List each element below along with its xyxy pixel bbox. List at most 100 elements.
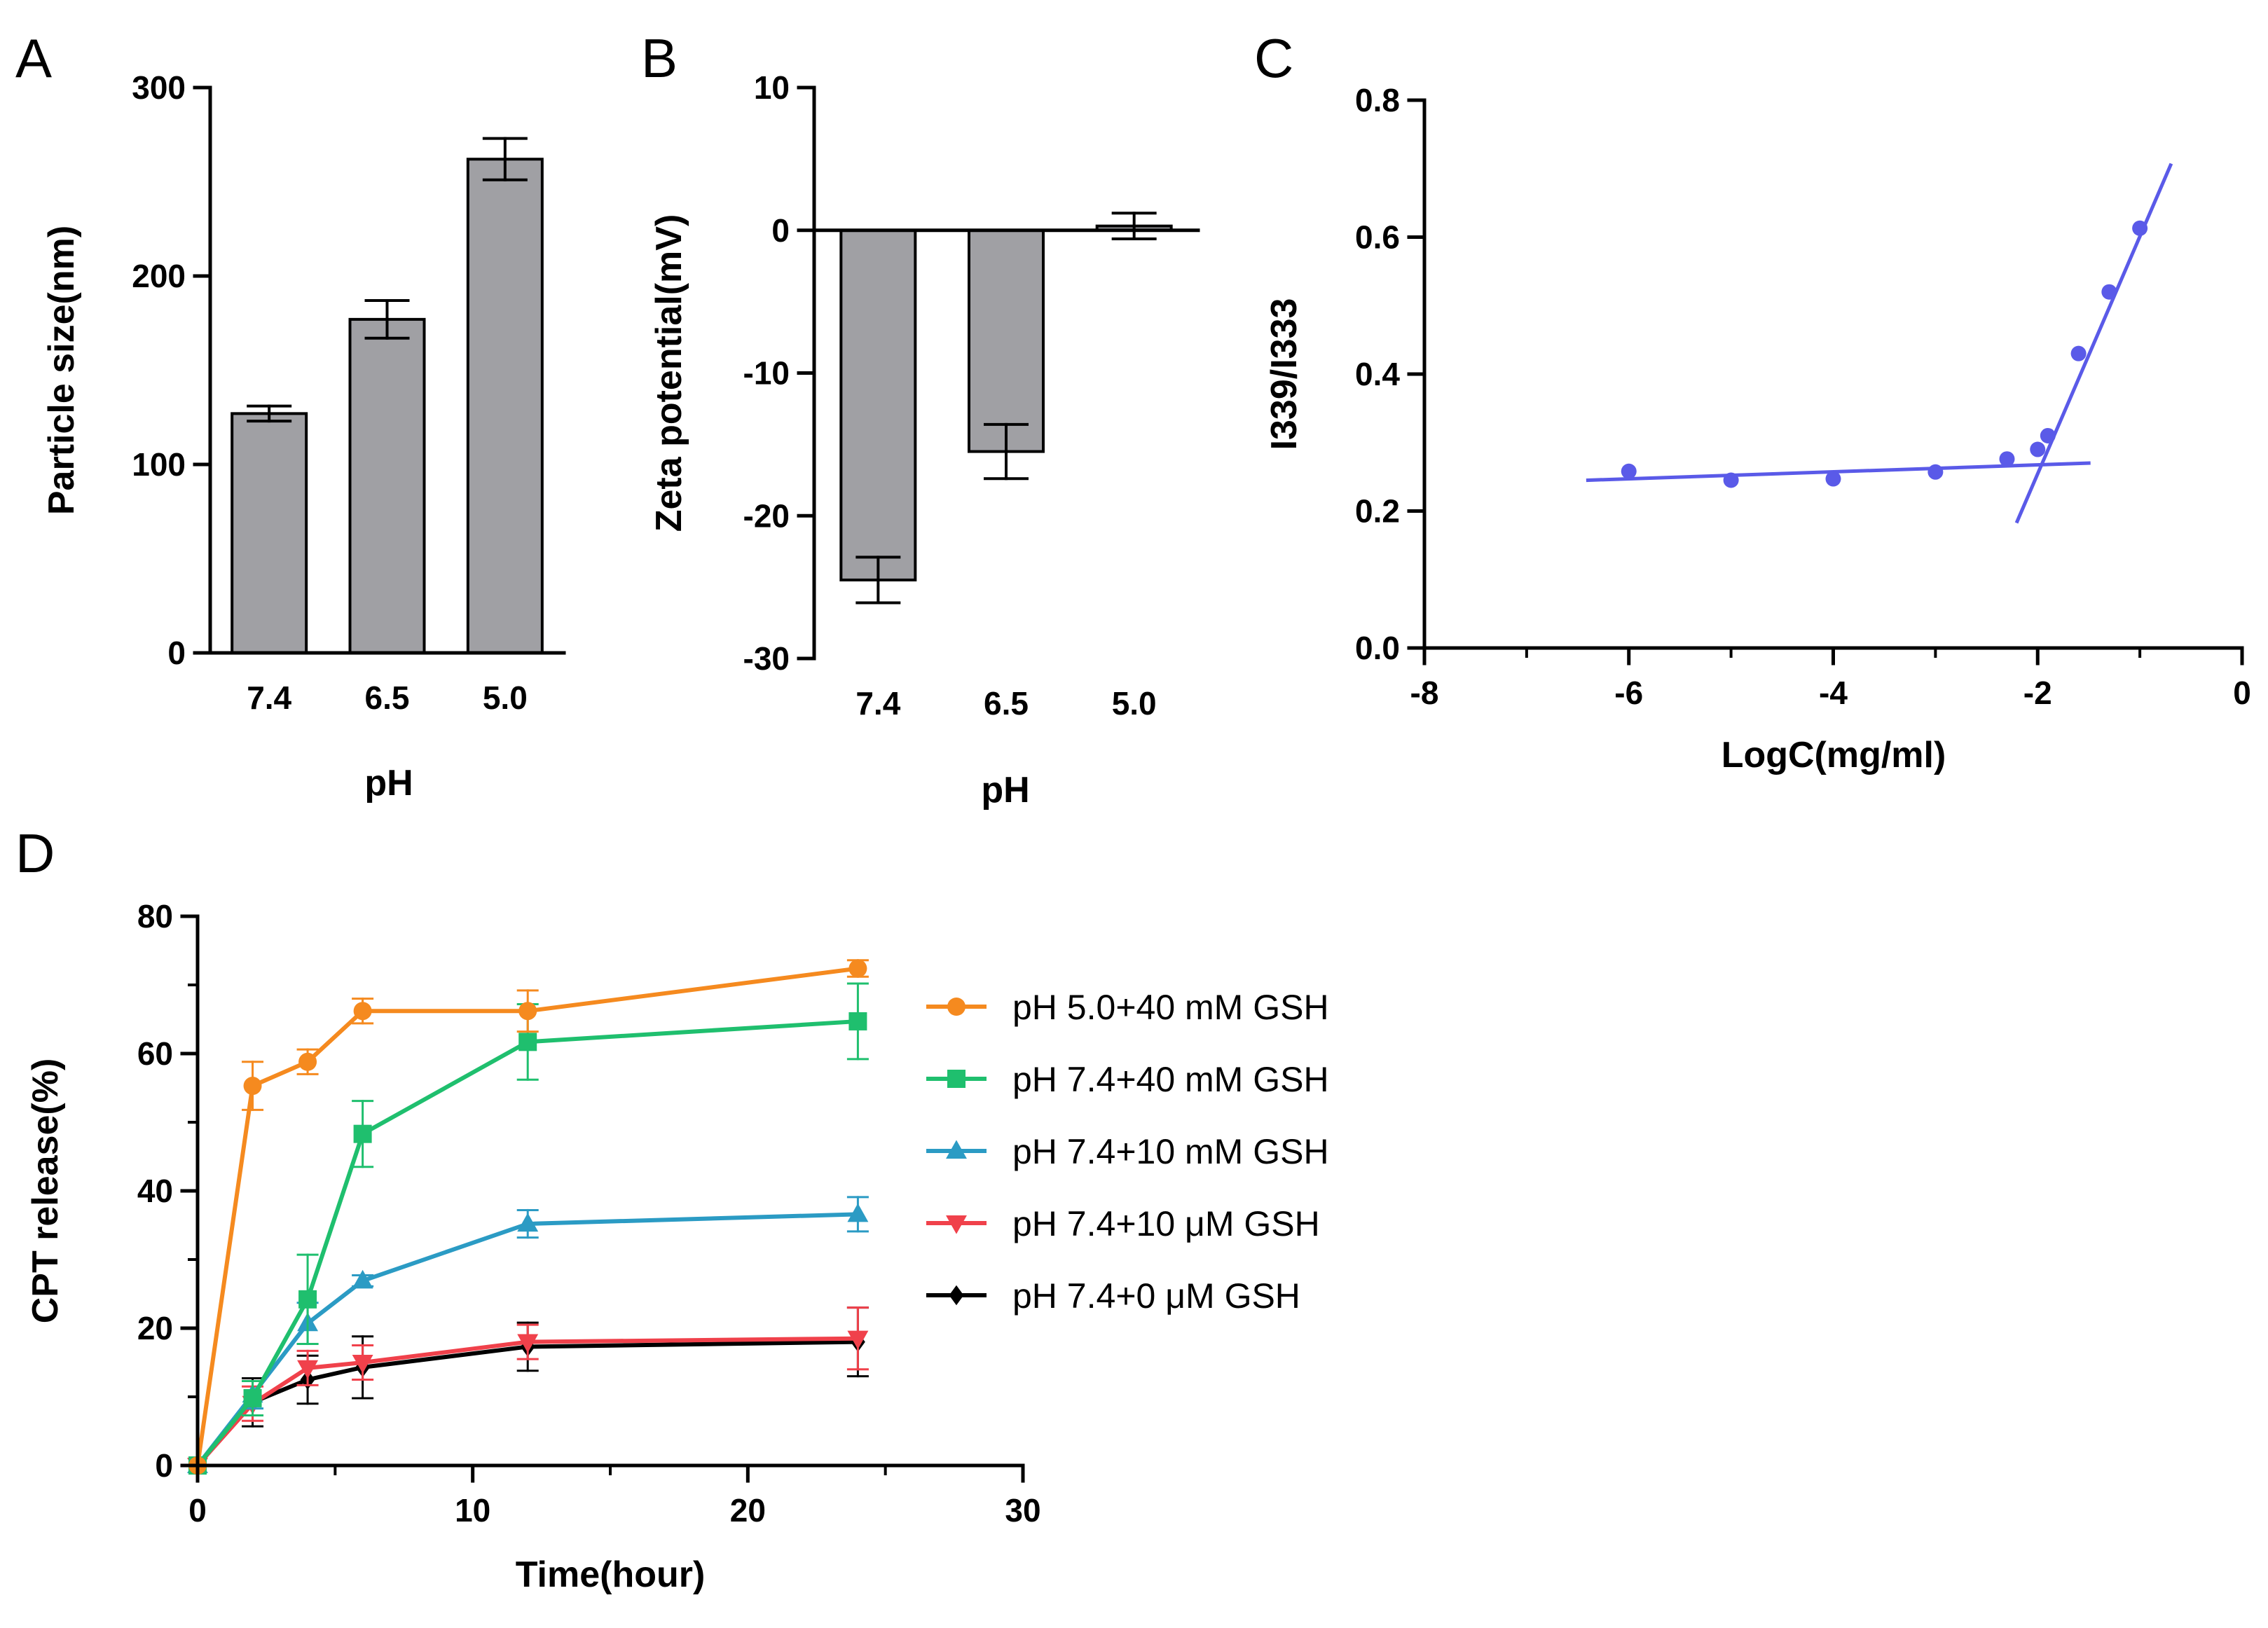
panel-label: B [641, 27, 678, 89]
y-axis-title: I339/I333 [1264, 298, 1305, 450]
legend-label: pH 5.0+40 mM GSH [1012, 988, 1329, 1027]
y-tick-label: 0.8 [1355, 82, 1400, 118]
error-bar-7.4 [247, 404, 292, 423]
fit-line-2 [2014, 163, 2173, 524]
data-point [1825, 471, 1841, 487]
y-tick-label: 200 [132, 258, 186, 294]
x-tick-label: 20 [730, 1492, 766, 1529]
bar-6.5 [968, 228, 1045, 453]
legend-item-4: pH 7.4+10 μM GSH [926, 1204, 1320, 1243]
legend-label: pH 7.4+10 μM GSH [1012, 1204, 1320, 1243]
x-tick-label: 5.0 [1112, 685, 1157, 722]
y-tick-label: -30 [743, 640, 790, 677]
data-point [1999, 451, 2015, 467]
panel-C: C 0.0 0.2 0.4 0.6 0.8 -8 -6 -4 -2 0 LogC(mg/ml) I339… [1254, 27, 2251, 775]
legend-item-3: pH 7.4+10 mM GSH [926, 1132, 1329, 1171]
series-marker [297, 1360, 319, 1379]
panel-label: A [15, 27, 52, 89]
x-tick-label: 0 [188, 1492, 207, 1529]
y-tick-label: 0 [155, 1447, 173, 1484]
error-bar-7.4 [855, 556, 901, 605]
series-marker [518, 1002, 537, 1021]
x-tick-label: 0 [2233, 675, 2251, 711]
data-point [2030, 441, 2046, 457]
legend-label: pH 7.4+10 mM GSH [1012, 1132, 1329, 1171]
error-bar-6.5 [984, 422, 1029, 481]
bar-5.0 [466, 158, 544, 655]
series-marker [298, 1290, 317, 1309]
bar-7.4 [839, 228, 917, 581]
series-marker [243, 1077, 262, 1096]
x-axis-title: Time(hour) [516, 1554, 706, 1595]
legend-label: pH 7.4+0 μM GSH [1012, 1276, 1300, 1316]
legend-marker [946, 1140, 967, 1159]
error-bar-5.0 [1111, 212, 1157, 240]
error-bar-6.5 [364, 298, 410, 340]
y-axis-title: Zeta potential(mV) [649, 214, 689, 532]
data-point [1723, 472, 1739, 488]
x-tick-label: 7.4 [855, 685, 900, 722]
panel-A: A 0 100 200 300 7.4 6.5 5.0 pH Particle size(nm) [15, 27, 566, 803]
y-tick-label: 0.0 [1355, 630, 1400, 666]
series-marker [352, 1269, 373, 1289]
y-tick-label: 0.6 [1355, 219, 1400, 256]
x-tick-label: 30 [1005, 1492, 1040, 1529]
legend: pH 5.0+40 mM GSH pH 7.4+40 mM GSH pH 7.4+1… [926, 988, 1329, 1316]
y-tick-label: 80 [137, 898, 173, 934]
legend-label: pH 7.4+40 mM GSH [1012, 1060, 1329, 1099]
panel-B: B -30 -20 -10 0 10 7.4 6.5 5.0 pH Zeta potential(m… [641, 27, 1200, 810]
y-tick-label: 0 [167, 635, 186, 671]
data-point [2040, 427, 2056, 443]
data-point [2132, 220, 2148, 236]
x-tick-label: -2 [2023, 675, 2052, 711]
x-tick-label: -6 [1614, 675, 1643, 711]
data-point [2101, 284, 2117, 300]
series-2 [188, 982, 869, 1475]
legend-marker [949, 1285, 964, 1306]
series-1 [188, 959, 869, 1475]
legend-item-5: pH 7.4+0 μM GSH [926, 1276, 1300, 1316]
y-tick-label: 10 [754, 69, 790, 106]
series-marker [847, 1330, 869, 1350]
series-marker [848, 1012, 867, 1030]
error-bar-5.0 [482, 137, 528, 181]
series-marker [243, 1388, 262, 1407]
y-tick-label: 0.4 [1355, 356, 1400, 392]
series-marker [352, 1354, 373, 1374]
y-tick-label: 20 [137, 1310, 173, 1346]
bar-6.5 [348, 317, 426, 654]
x-tick-label: -8 [1410, 675, 1439, 711]
x-axis-title: pH [364, 763, 413, 803]
panel-label: C [1254, 27, 1293, 89]
x-axis-title: LogC(mg/ml) [1721, 735, 1946, 775]
data-point [1621, 463, 1637, 479]
x-tick-label: 5.0 [483, 680, 528, 716]
y-tick-label: 0 [771, 212, 790, 249]
series-line [195, 1019, 858, 1467]
series-marker [517, 1334, 539, 1353]
bar-7.4 [231, 412, 308, 654]
series-5 [190, 1306, 869, 1476]
series-line [195, 966, 858, 1466]
legend-marker [947, 1070, 965, 1088]
series-marker [353, 1124, 372, 1143]
x-tick-label: 6.5 [984, 685, 1029, 722]
legend-item-2: pH 7.4+40 mM GSH [926, 1060, 1329, 1099]
x-axis-title: pH [981, 770, 1029, 810]
panel-D: D 0 20 40 60 80 0 10 20 30 Time(hour) CPT release(%… [15, 822, 1329, 1595]
y-tick-label: 100 [132, 446, 186, 483]
data-point [2070, 345, 2087, 361]
series-marker [518, 1033, 537, 1051]
y-tick-label: 0.2 [1355, 493, 1400, 530]
x-tick-label: -4 [1819, 675, 1848, 711]
x-tick-label: 7.4 [247, 680, 291, 716]
panel-label: D [15, 822, 55, 884]
y-tick-label: 60 [137, 1035, 173, 1072]
series-marker [517, 1213, 539, 1232]
legend-marker [947, 998, 965, 1016]
x-tick-label: 6.5 [365, 680, 410, 716]
legend-item-1: pH 5.0+40 mM GSH [926, 988, 1329, 1027]
y-tick-label: -20 [743, 497, 790, 534]
y-tick-label: -10 [743, 355, 790, 392]
